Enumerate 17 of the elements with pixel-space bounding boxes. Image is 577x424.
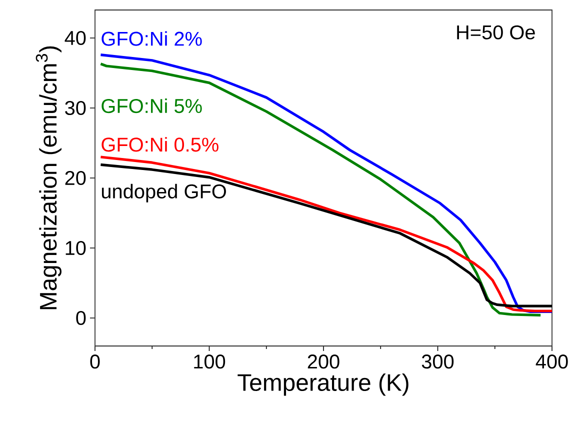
series-label: GFO:Ni 2% (102, 31, 202, 46)
x-axis-title: Temperature (K) (238, 373, 408, 396)
series-label: GFO:Ni 5% (102, 98, 202, 114)
x-tick-label: 300 (422, 354, 454, 369)
y-tick-label: 20 (65, 170, 86, 186)
y-tick-label: 10 (66, 240, 86, 256)
annotation: H=50 Oe (457, 25, 535, 40)
y-axis-title: Magnetization (emu/cm$^{3}$) (36, 46, 62, 310)
y-tick-label: 0 (76, 310, 86, 326)
x-tick-label: 100 (194, 354, 226, 369)
x-tick-label: 400 (536, 354, 568, 369)
x-tick-label: 0 (90, 354, 100, 369)
y-tick-label: 40 (64, 30, 86, 46)
y-tick-label: 30 (65, 100, 86, 116)
series-label: undoped GFO (102, 184, 226, 202)
series-label: GFO:Ni 0.5% (102, 137, 218, 152)
x-tick-label: 200 (308, 354, 340, 369)
